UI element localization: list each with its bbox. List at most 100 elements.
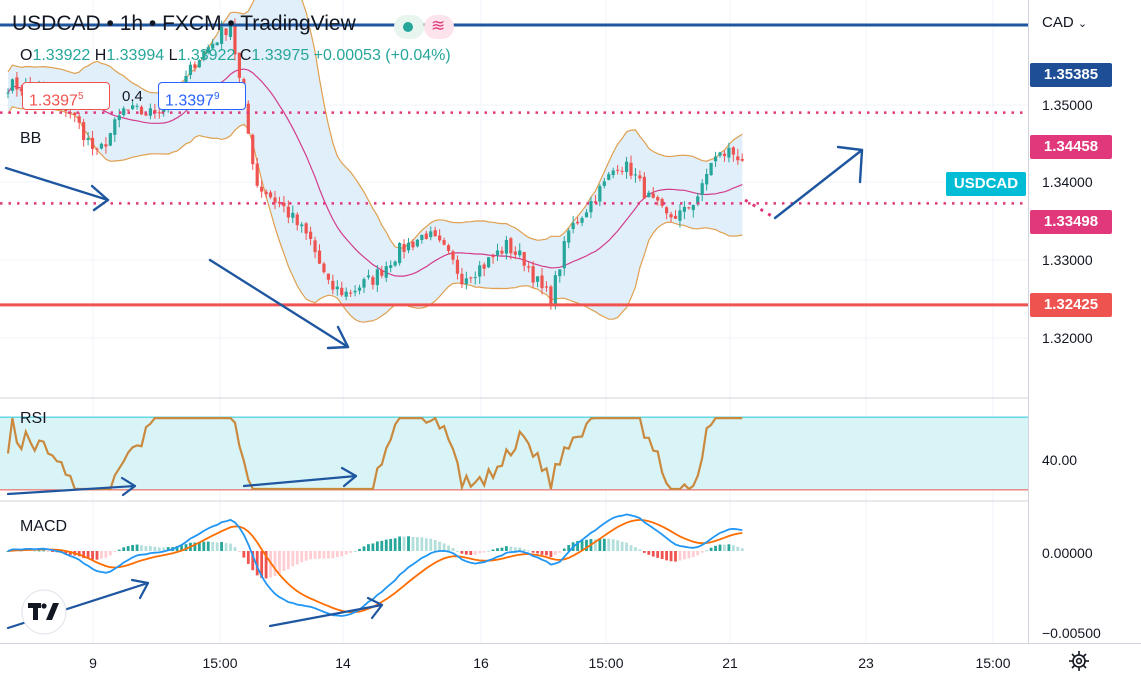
candle-body xyxy=(268,192,273,198)
histogram-bar xyxy=(629,545,633,551)
histogram-bar xyxy=(451,547,455,551)
candle-body xyxy=(718,152,722,156)
candle-body xyxy=(104,144,108,147)
histogram-bar xyxy=(282,551,286,571)
histogram-bar xyxy=(260,551,264,578)
rsi-indicator-label[interactable]: RSI xyxy=(20,410,47,427)
histogram-bar xyxy=(585,539,588,551)
histogram-bar xyxy=(375,541,379,551)
rsi-line xyxy=(6,416,743,492)
currency-selector[interactable]: CAD ⌄ xyxy=(1042,14,1088,31)
candle-body xyxy=(504,239,508,254)
candle-body xyxy=(380,269,384,276)
macd-pane[interactable] xyxy=(6,513,744,630)
candle-body xyxy=(99,143,104,149)
histogram-bar xyxy=(251,551,255,571)
histogram-bar xyxy=(642,551,646,553)
candle-body xyxy=(304,223,308,234)
candle-body xyxy=(344,291,348,297)
trend-arrow-down-middle[interactable] xyxy=(208,258,350,350)
indicator-toggle-icon[interactable] xyxy=(394,15,424,39)
histogram-bar xyxy=(68,551,72,555)
histogram-bar xyxy=(669,551,673,562)
histogram-bar xyxy=(607,538,611,551)
histogram-bar xyxy=(705,550,709,552)
time-tick: 15:00 xyxy=(588,655,623,671)
candle-body xyxy=(709,162,713,176)
candle-body xyxy=(366,275,371,278)
histogram-bar xyxy=(353,550,357,552)
candle-body xyxy=(233,25,237,55)
candle-body xyxy=(393,261,397,266)
price-tag-resistance-blue: 1.35385 xyxy=(1030,63,1112,87)
candle-body xyxy=(451,251,455,260)
candle-body xyxy=(638,175,642,179)
rsi-arrow-middle[interactable] xyxy=(242,466,358,488)
candle-body xyxy=(624,161,629,173)
candle-body xyxy=(246,103,250,134)
bb-indicator-label[interactable]: BB xyxy=(20,130,42,147)
trend-arrow-down-left[interactable] xyxy=(4,166,110,212)
sell-button[interactable]: 1.33975 xyxy=(22,82,110,110)
candle-body xyxy=(148,108,152,116)
candle-body xyxy=(518,250,522,256)
ohlc-readout: O1.33922 H1.33994 L1.33922 C1.33975 +0.0… xyxy=(20,47,451,64)
candle-body xyxy=(349,292,353,294)
candle-body xyxy=(429,231,433,238)
candle-body xyxy=(731,147,735,155)
histogram-bar xyxy=(647,551,651,555)
histogram-bar xyxy=(723,544,726,551)
bollinger-upper-band xyxy=(7,0,743,249)
histogram-bar xyxy=(513,547,517,551)
histogram-bar xyxy=(518,547,522,551)
histogram-bar xyxy=(393,538,397,551)
histogram-bar xyxy=(380,540,384,551)
time-tick: 9 xyxy=(89,655,97,671)
candle-body xyxy=(162,108,166,113)
macd-indicator-label[interactable]: MACD xyxy=(20,518,68,535)
time-tick: 15:00 xyxy=(975,655,1010,671)
chart-title[interactable]: USDCAD • 1h • FXCM • TradingView xyxy=(12,12,356,35)
candle-body xyxy=(157,112,161,114)
candle-body xyxy=(571,222,575,230)
histogram-bar xyxy=(438,541,442,551)
trend-arrow-up-right[interactable] xyxy=(773,145,864,220)
candle-body xyxy=(77,116,81,123)
candle-body xyxy=(433,230,437,237)
candle-body xyxy=(122,108,126,116)
gear-icon[interactable] xyxy=(1069,651,1089,671)
candle-body xyxy=(531,266,535,283)
rsi-pane[interactable] xyxy=(0,416,1028,497)
candle-body xyxy=(665,207,669,214)
candle-body xyxy=(224,28,228,36)
histogram-bar xyxy=(678,551,682,561)
tradingview-logo-icon[interactable] xyxy=(21,589,67,635)
histogram-bar xyxy=(660,551,664,560)
histogram-bar xyxy=(576,541,579,551)
candle-body xyxy=(406,242,411,251)
candle-body xyxy=(491,255,495,258)
histogram-bar xyxy=(184,544,188,551)
candle-body xyxy=(317,250,322,264)
macd-histogram xyxy=(6,536,744,579)
histogram-bar xyxy=(718,544,722,551)
candle-body xyxy=(629,162,633,176)
macd-arrow-middle[interactable] xyxy=(268,596,384,628)
candle-body xyxy=(562,241,566,269)
candle-body xyxy=(633,174,638,176)
candle-body xyxy=(277,201,282,204)
buy-button[interactable]: 1.33979 xyxy=(158,82,246,110)
candle-body xyxy=(589,201,593,213)
candle-body xyxy=(237,52,241,78)
price-pane[interactable] xyxy=(0,0,1028,350)
rsi-arrow-left[interactable] xyxy=(6,476,137,497)
approx-wave-icon[interactable]: ≋ xyxy=(424,15,454,39)
histogram-bar xyxy=(402,536,406,551)
histogram-bar xyxy=(131,544,134,551)
histogram-bar xyxy=(278,551,281,574)
candle-body xyxy=(558,269,562,277)
candle-body xyxy=(651,193,655,198)
bollinger-middle-band xyxy=(7,68,743,277)
candle-body xyxy=(687,207,691,209)
